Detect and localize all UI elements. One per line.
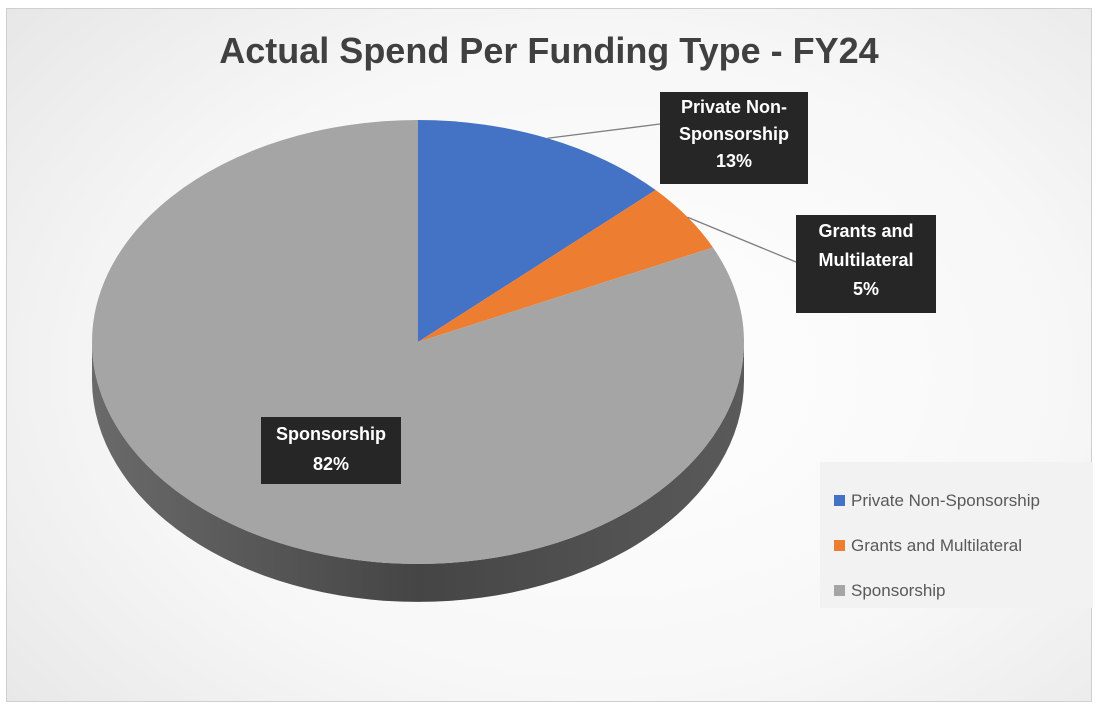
leader-lines — [547, 123, 797, 263]
data-label-line: Grants and — [818, 221, 914, 241]
legend-item: Sponsorship — [834, 568, 1093, 613]
legend-item: Grants and Multilateral — [834, 523, 1093, 568]
chart-title: Actual Spend Per Funding Type - FY24 — [219, 30, 879, 71]
leader-line — [547, 123, 661, 139]
pie-side — [92, 342, 744, 602]
data-label-value: 13% — [715, 151, 753, 171]
legend-label: Grants and Multilateral — [851, 535, 1023, 555]
data-label-grants-and-multilateral: Grants and Multilateral 5% — [796, 215, 936, 313]
legend: Private Non-Sponsorship Grants and Multi… — [820, 462, 1093, 608]
data-label-line: Sponsorship — [678, 124, 789, 144]
legend-item: Private Non-Sponsorship — [834, 478, 1093, 523]
legend-swatch — [834, 540, 845, 551]
legend-swatch — [834, 585, 845, 596]
pie-slice-sponsorship — [91, 120, 745, 564]
data-label-sponsorship: Sponsorship 82% — [261, 417, 401, 484]
pie-side-wall — [92, 342, 744, 602]
data-label-line: Private Non- — [680, 97, 788, 117]
legend-label: Private Non-Sponsorship — [851, 490, 1040, 510]
legend-swatch — [834, 495, 845, 506]
data-label-value: 82% — [312, 454, 350, 474]
legend-label: Sponsorship — [851, 580, 946, 600]
leader-line — [687, 216, 797, 263]
data-label-private-non-sponsorship: Private Non- Sponsorship 13% — [660, 92, 808, 184]
data-label-line: Sponsorship — [275, 424, 386, 444]
data-label-line: Multilateral — [818, 250, 914, 270]
pie-top — [91, 120, 745, 564]
pie-slice-private-non-sponsorship — [418, 120, 656, 342]
data-label-value: 5% — [852, 279, 879, 299]
pie-slice-grants-and-multilateral — [418, 190, 713, 342]
